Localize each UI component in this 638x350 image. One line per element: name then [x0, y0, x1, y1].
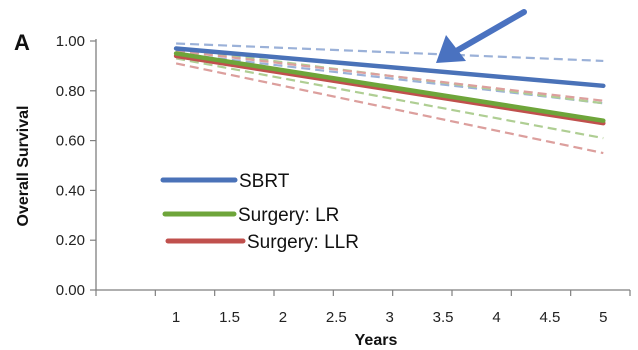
y-tick-label: 0.80	[56, 83, 85, 100]
y-tick-label: 0.60	[56, 133, 85, 150]
sbrt-series-line	[173, 46, 606, 89]
arrow-annotation-shaft	[455, 9, 527, 53]
x-tick-label: 3	[386, 309, 394, 326]
y-axis-label: Overall Survival	[15, 106, 32, 227]
surgery-llr-ci-lower-line	[175, 62, 604, 155]
surgery-lr-ci-lower-line	[175, 57, 604, 140]
x-tick-label: 4.5	[539, 309, 560, 326]
y-tick-label: 0.40	[56, 182, 85, 199]
panel-label: A	[14, 30, 30, 55]
x-axis-label: Years	[355, 332, 398, 349]
legend-label-surgery-lr: Surgery: LR	[238, 205, 339, 226]
plot-area: 0.00 0.20 0.40 0.60 0.80 1.00 1 1.5 2 2.5 3 3.5 4 4.5…	[56, 9, 631, 326]
sbrt-ci-upper-line	[176, 42, 604, 63]
x-tick-label: 2.5	[326, 309, 347, 326]
x-tick-label: 1.5	[219, 309, 240, 326]
legend-label-surgery-llr: Surgery: LLR	[247, 232, 359, 253]
x-tick-label: 1	[172, 309, 180, 326]
x-tick-label: 2	[279, 309, 287, 326]
surgery-llr-series-line	[173, 53, 606, 126]
x-tick-label: 4	[492, 309, 500, 326]
x-tick-label: 5	[599, 309, 607, 326]
y-tick-label: 0.00	[56, 282, 85, 299]
sbrt-ci-lower-line	[175, 52, 604, 105]
surgery-lr-series-line	[173, 51, 606, 123]
legend: SBRT Surgery: LR Surgery: LLR	[160, 171, 359, 253]
surgery-llr-ci-upper-line	[175, 49, 604, 102]
x-tick-label: 3.5	[433, 309, 454, 326]
y-tick-label: 1.00	[56, 33, 85, 50]
arrow-annotation-head	[436, 35, 466, 63]
y-tick-label: 0.20	[56, 232, 85, 249]
legend-label-sbrt: SBRT	[239, 171, 290, 192]
